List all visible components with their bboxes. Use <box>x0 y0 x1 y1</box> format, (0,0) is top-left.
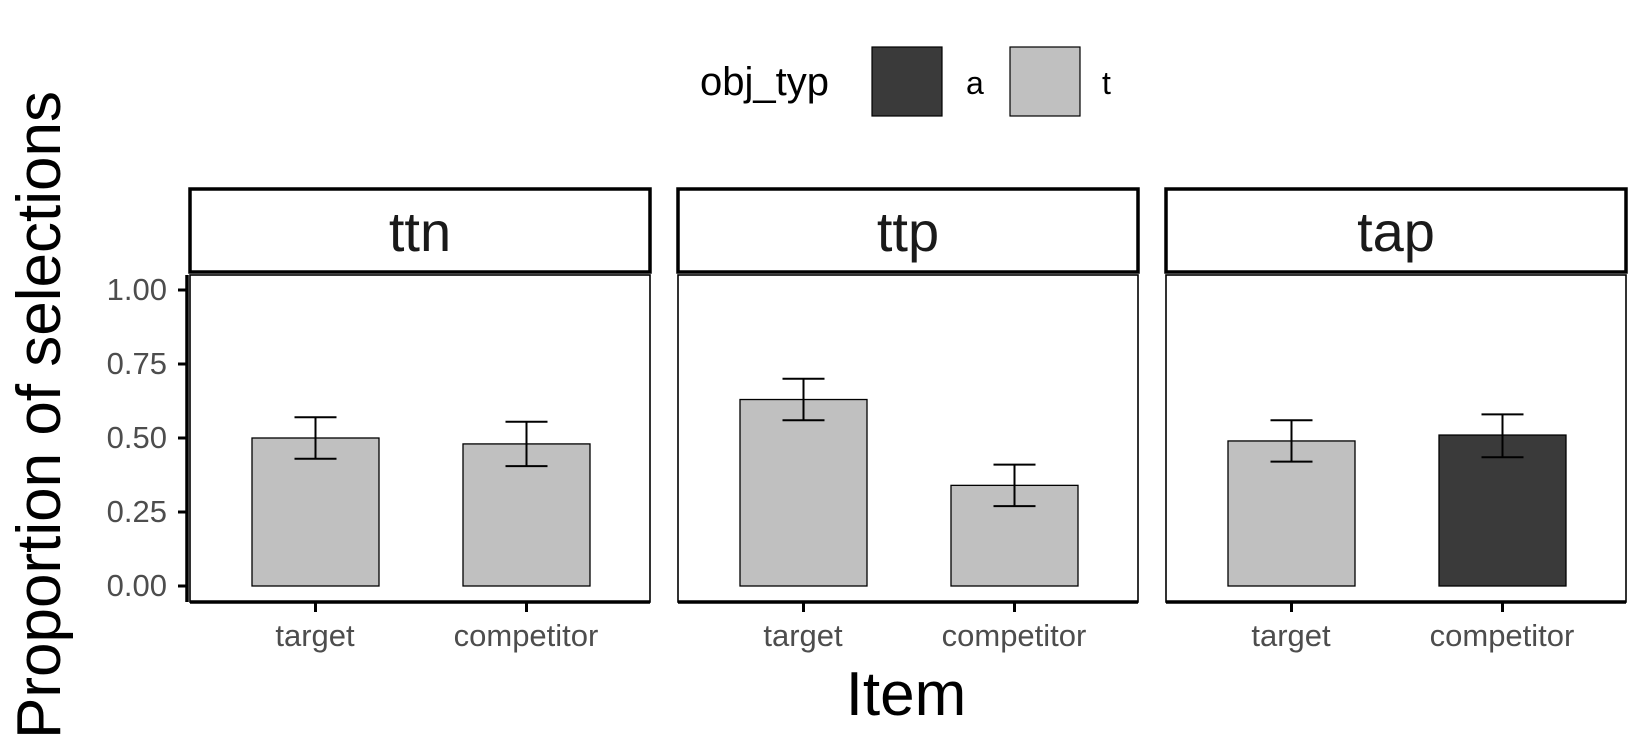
bar-tap-competitor <box>1438 434 1567 587</box>
legend-swatch-t <box>1009 46 1081 117</box>
y-tick-label: 0.00 <box>107 568 167 603</box>
y-axis-title: Proportion of selections <box>5 91 74 739</box>
facet-strip-ttp <box>676 187 1140 274</box>
facet-strip-tap <box>1164 187 1628 274</box>
y-tick-label: 0.25 <box>107 494 167 529</box>
bar-tap-target <box>1227 440 1356 587</box>
facet-label-tap: tap <box>1357 200 1435 263</box>
y-axis: 0.00 0.25 0.50 0.75 1.00 <box>107 272 167 603</box>
y-tick-label: 0.50 <box>107 420 167 455</box>
x-tick-label: competitor <box>942 618 1087 653</box>
legend-label-a: a <box>966 65 984 101</box>
legend-title: obj_typ <box>700 60 829 104</box>
plot-layer <box>178 187 1628 612</box>
legend-label-t: t <box>1102 65 1111 101</box>
x-tick-label: competitor <box>1430 618 1575 653</box>
x-tick-label: target <box>275 618 355 653</box>
legend-swatch-a <box>871 46 943 117</box>
x-axis: target competitor target competitor targ… <box>275 618 1574 653</box>
bar-ttn-target <box>251 437 380 587</box>
y-tick-label: 1.00 <box>107 272 167 307</box>
y-tick-label: 0.75 <box>107 346 167 381</box>
x-tick-label: target <box>763 618 843 653</box>
bar-ttn-competitor <box>462 443 591 587</box>
x-tick-label: target <box>1251 618 1331 653</box>
x-axis-title: Item <box>846 660 967 729</box>
facet-label-ttp: ttp <box>877 200 939 263</box>
legend: obj_typ a t <box>700 46 1111 117</box>
x-tick-label: competitor <box>454 618 599 653</box>
bar-ttp-target <box>739 398 868 587</box>
facet-strip-ttn <box>188 187 652 274</box>
facet-label-ttn: ttn <box>389 200 451 263</box>
